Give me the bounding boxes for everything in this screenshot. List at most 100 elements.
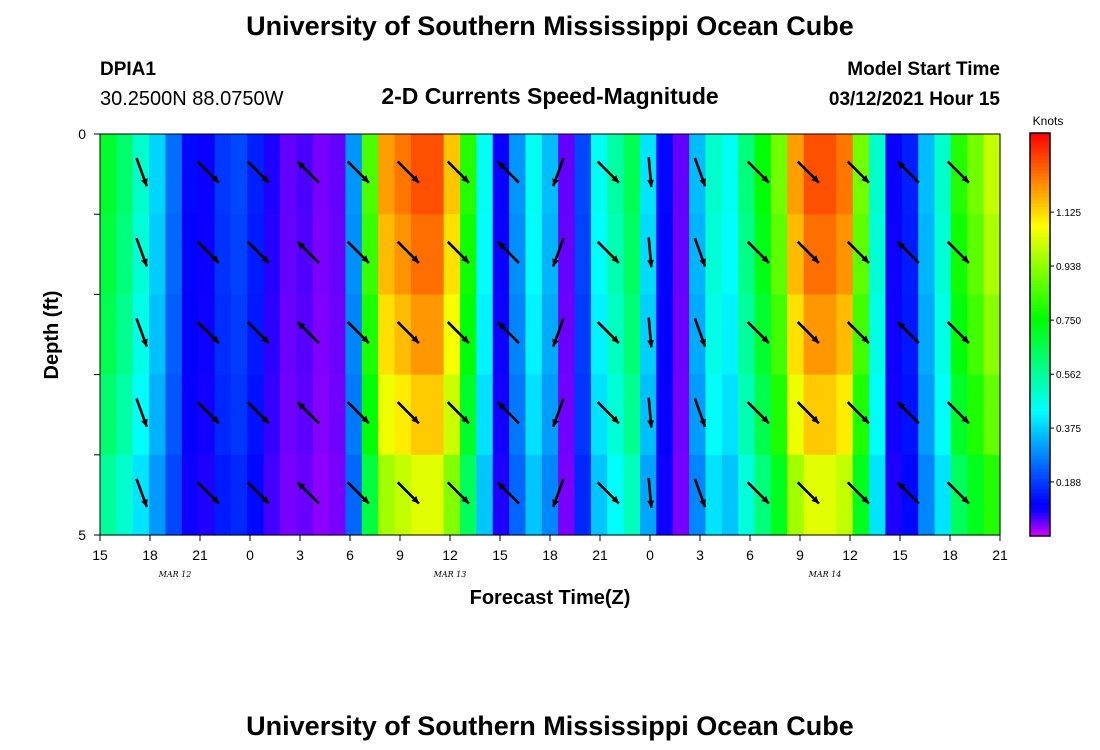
- x-tick-label: 18: [142, 547, 158, 563]
- heatmap-cell: [263, 134, 281, 215]
- arrow-head: [647, 500, 655, 508]
- current-arrow: [551, 317, 565, 348]
- heatmap-cell: [198, 374, 216, 456]
- heatmap-cell: [181, 214, 199, 295]
- heatmap-cell: [869, 374, 887, 456]
- heatmap-cell: [983, 374, 1001, 456]
- arrow-head: [211, 415, 219, 424]
- colorbar: 1.125 0.938 0.750 0.562 0.375 0.188: [1029, 132, 1081, 537]
- heatmap-cell: [460, 374, 477, 456]
- heatmap-cell: [361, 134, 379, 215]
- colorbar-segment: [1030, 421, 1050, 426]
- colorbar-segment: [1030, 227, 1050, 231]
- colorbar-segment: [1030, 294, 1050, 299]
- arrow-head: [647, 420, 655, 428]
- heatmap-cell: [247, 454, 265, 536]
- colorbar-segment: [1030, 455, 1050, 460]
- heatmap-cell: [967, 374, 985, 456]
- colorbar-segment: [1030, 431, 1050, 436]
- x-tick-label: 3: [296, 547, 304, 563]
- x-tick-label: 3: [696, 547, 704, 563]
- heatmap-cell: [689, 374, 707, 456]
- heatmap-cell: [541, 294, 559, 376]
- colorbar-segment: [1030, 465, 1050, 470]
- heatmap-cell: [492, 374, 510, 456]
- current-arrow: [796, 481, 820, 505]
- colorbar-segment: [1030, 317, 1050, 322]
- arrow-head: [411, 255, 419, 263]
- colorbar-tick-label: 0.188: [1056, 478, 1081, 489]
- colorbar-segment: [1030, 166, 1050, 171]
- heatmap-cell: [558, 454, 576, 536]
- current-arrow: [896, 240, 920, 264]
- colorbar-segment: [1030, 398, 1050, 403]
- colorbar-segment: [1030, 307, 1050, 312]
- current-arrow: [647, 317, 655, 348]
- heatmap-cell: [165, 214, 183, 295]
- x-tick-label: 9: [396, 547, 404, 563]
- arrow-head: [961, 335, 969, 344]
- heatmap-cell: [967, 294, 985, 376]
- colorbar-segment: [1030, 492, 1050, 497]
- current-arrow: [946, 160, 970, 184]
- colorbar-segment: [1030, 327, 1050, 332]
- heatmap-cell: [607, 294, 625, 376]
- heatmap-cell: [280, 294, 297, 376]
- colorbar-segment: [1030, 297, 1050, 302]
- x-tick-label: 0: [246, 547, 254, 563]
- arrow-head: [647, 340, 655, 348]
- current-arrow: [551, 398, 565, 428]
- current-arrow: [693, 157, 707, 187]
- colorbar-segment: [1030, 300, 1050, 305]
- title-top: University of Southern Mississippi Ocean…: [246, 11, 854, 41]
- arrow-head: [497, 321, 506, 330]
- arrow-head: [411, 496, 419, 504]
- colorbar-segment: [1030, 391, 1050, 396]
- heatmap-cell: [361, 374, 379, 456]
- heatmap-cell: [116, 214, 134, 295]
- heatmap-cell: [410, 374, 428, 456]
- colorbar-tick-label: 0.938: [1056, 262, 1081, 273]
- heatmap-cell: [885, 294, 903, 376]
- heatmap-cell: [885, 374, 903, 456]
- heatmap-cell: [869, 454, 887, 536]
- heatmap-cell: [934, 294, 952, 376]
- colorbar-segment: [1030, 495, 1050, 500]
- arrow-head: [961, 175, 969, 183]
- x-tick-label: 15: [492, 547, 508, 563]
- arrow-head: [141, 258, 148, 267]
- current-arrow: [693, 398, 707, 428]
- heatmap-cell: [885, 454, 903, 536]
- heatmap-cell: [934, 374, 952, 456]
- x-tick-label: 12: [842, 547, 858, 563]
- arrow-head: [461, 335, 469, 344]
- arrow-head: [211, 255, 219, 263]
- x-tick-label: 21: [992, 547, 1008, 563]
- heatmap-cell: [672, 134, 690, 215]
- current-arrow: [596, 240, 620, 264]
- heatmap-cell: [721, 374, 739, 456]
- x-tick-label: 21: [592, 547, 608, 563]
- colorbar-segment: [1030, 223, 1050, 228]
- current-arrow: [846, 481, 870, 505]
- arrow-head: [761, 496, 769, 504]
- colorbar-segment: [1030, 310, 1050, 315]
- heatmap-cell: [836, 374, 854, 456]
- x-tick-label: 0: [646, 547, 654, 563]
- heatmap-cell: [149, 214, 167, 295]
- heatmap-cell: [590, 294, 608, 376]
- arrow-head: [297, 482, 306, 490]
- heatmap-cell: [770, 214, 788, 295]
- arrow-head: [811, 496, 819, 504]
- arrow-head: [497, 241, 506, 250]
- current-arrow: [746, 240, 770, 264]
- heatmap-cell: [689, 454, 707, 536]
- x-tick-label: 18: [542, 547, 558, 563]
- heatmap-cell: [623, 374, 641, 456]
- x-tick-label: 12: [442, 547, 458, 563]
- arrow-head: [897, 321, 906, 330]
- heatmap-cell: [329, 134, 347, 215]
- heatmap-cell: [116, 134, 134, 215]
- colorbar-segment: [1030, 435, 1050, 440]
- heatmap-cell: [394, 454, 412, 536]
